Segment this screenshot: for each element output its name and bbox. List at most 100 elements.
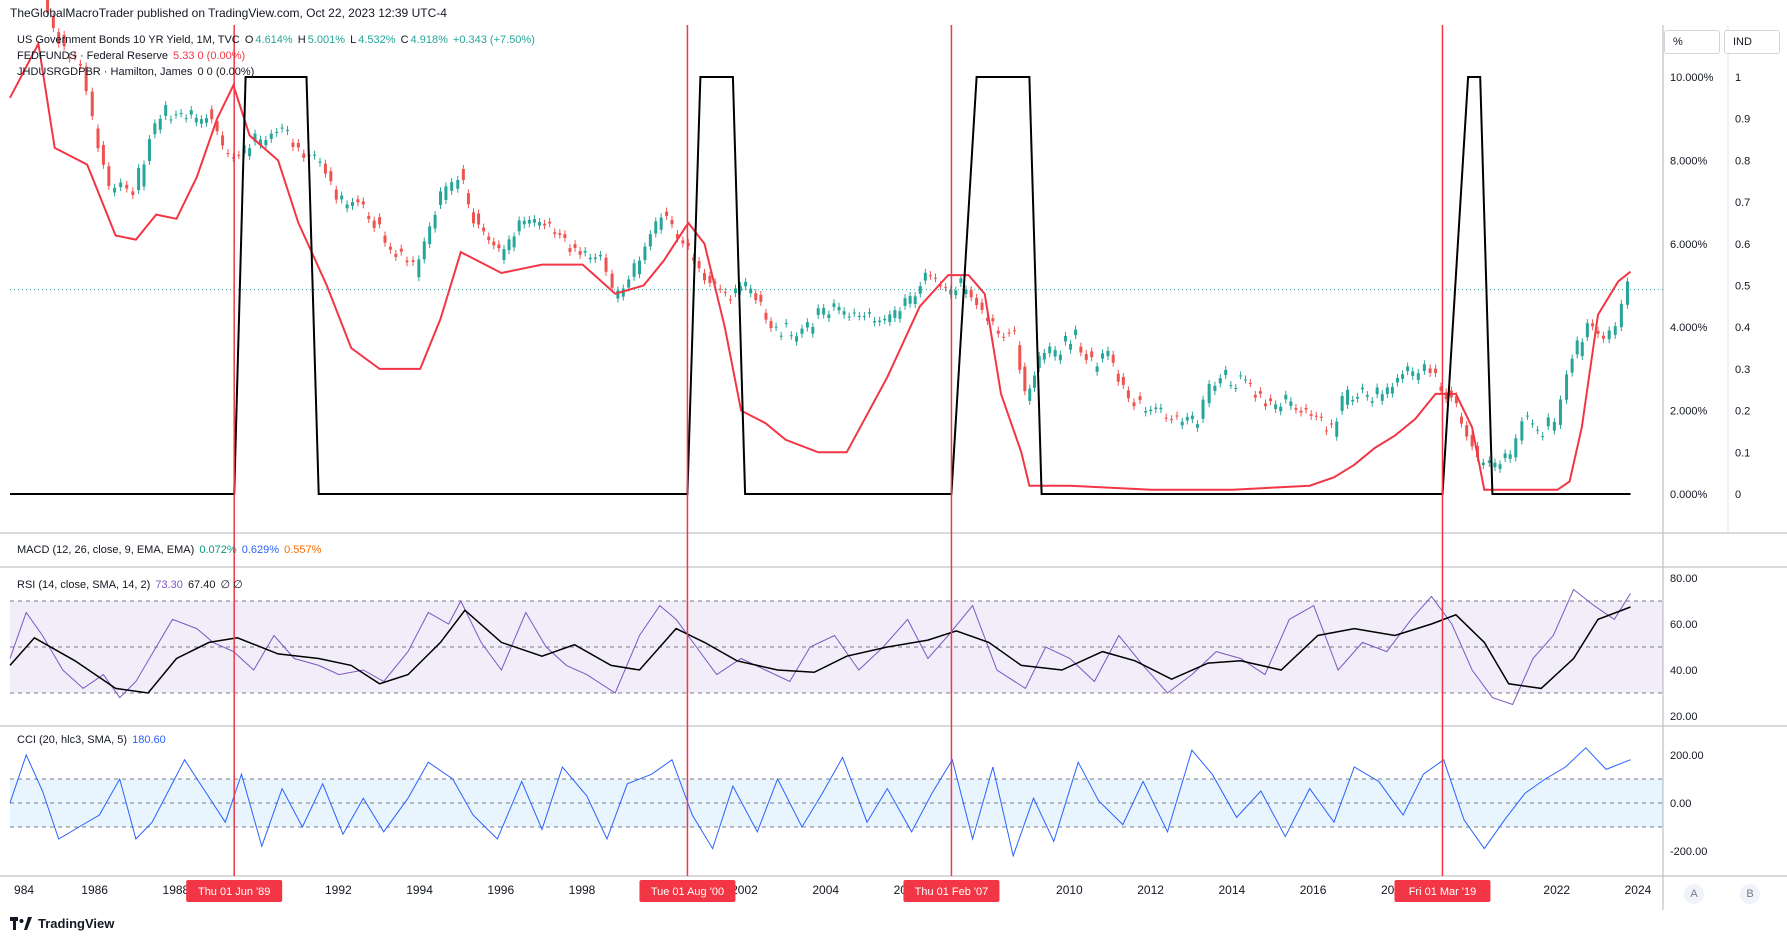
event-marker-flag	[639, 880, 736, 902]
candle-body	[1299, 410, 1303, 413]
ind-axis-label: 0.2	[1735, 406, 1750, 418]
candle-body	[774, 326, 778, 328]
candle-body	[189, 110, 193, 115]
candle-body	[1048, 346, 1052, 354]
auto-scale-button[interactable]: A	[1684, 884, 1704, 904]
candle-body	[522, 220, 526, 225]
candle-body	[827, 314, 831, 318]
candle-body	[351, 202, 355, 206]
candle-body	[73, 54, 77, 57]
candle-body	[852, 312, 856, 314]
candle-body	[1596, 330, 1600, 334]
candle-body	[164, 105, 168, 116]
candle-body	[728, 299, 732, 301]
candle-body	[502, 249, 506, 260]
candle-body	[1058, 354, 1062, 361]
time-axis-label: 1988	[163, 883, 190, 897]
candle-body	[1284, 394, 1288, 400]
candle-body	[411, 260, 415, 262]
candle-body	[784, 323, 788, 325]
legend-macd-v1: 0.072%	[199, 544, 237, 556]
candle-body	[1459, 416, 1463, 424]
candle-body	[1037, 355, 1041, 369]
legend-rsi: RSI (14, close, SMA, 14, 2) 73.30 67.40 …	[17, 578, 245, 591]
legend-main-h-label: H	[297, 34, 306, 46]
candle-body	[648, 234, 652, 247]
candle-body	[313, 154, 317, 156]
rsi-line	[9, 588, 1631, 706]
candle-body	[733, 288, 737, 294]
candle-body	[119, 182, 123, 188]
candle-body	[1625, 281, 1629, 305]
candle-body	[1591, 323, 1595, 327]
candle-body	[1493, 462, 1497, 468]
candle-body	[439, 191, 443, 205]
ind-axis-label: 0.3	[1735, 364, 1750, 376]
candle-body	[1063, 335, 1067, 342]
price-axis-label: 12.000%	[1670, 0, 1714, 1]
candle-body	[878, 320, 882, 323]
candle-body	[923, 272, 927, 281]
event-marker-label: Fri 01 Mar '19	[1409, 886, 1477, 898]
time-axis-label: 2012	[1137, 883, 1164, 897]
candle-body	[1195, 424, 1199, 428]
price-axis-label: 8.000%	[1670, 155, 1708, 167]
candle-body	[405, 260, 409, 263]
candle-body	[275, 131, 279, 133]
tradingview-logo-text: TradingView	[38, 916, 115, 931]
candle-body	[101, 145, 105, 165]
candle-body	[125, 184, 129, 189]
candle-body	[795, 336, 799, 342]
candle-body	[1279, 406, 1283, 412]
candle-body	[1170, 419, 1174, 421]
candle-body	[903, 298, 907, 306]
candle-body	[713, 282, 717, 284]
candle-body	[654, 221, 658, 234]
rsi-axis-label: 20.00	[1670, 711, 1698, 723]
candle-body	[394, 253, 398, 257]
price-axis-label: 0.000%	[1670, 489, 1708, 501]
candle-body	[1258, 391, 1262, 394]
time-axis-label: 2024	[1625, 883, 1652, 897]
candle-body	[527, 219, 531, 224]
candle-body	[1346, 389, 1350, 405]
percent-scale-button[interactable]: %	[1664, 30, 1720, 54]
candle-body	[1079, 346, 1083, 353]
candle-body	[417, 259, 421, 278]
legend-macd-v3: 0.557%	[284, 544, 322, 556]
candle-body	[996, 330, 1000, 334]
b-scale-button[interactable]: B	[1740, 884, 1760, 904]
cci-line	[9, 747, 1631, 858]
candle-body	[1416, 373, 1420, 380]
candle-body	[1201, 399, 1205, 419]
candle-body	[703, 273, 707, 281]
candle-body	[1013, 330, 1017, 332]
candle-body	[184, 118, 188, 120]
candle-body	[1007, 332, 1011, 334]
candle-body	[383, 235, 387, 243]
legend-fed: FEDFUNDS · Federal Reserve 5.33 0 (0.00%…	[17, 50, 247, 62]
legend-rsi-v1: 73.30	[155, 579, 183, 591]
candle-body	[1239, 375, 1243, 377]
candle-body	[604, 257, 608, 272]
candle-body	[1335, 421, 1339, 437]
candle-body	[466, 193, 470, 205]
candle-body	[1032, 375, 1036, 388]
recession-line	[10, 76, 1631, 495]
legend-main-l: 4.532%	[358, 34, 396, 46]
time-axis-label: 2022	[1543, 883, 1570, 897]
candle-body	[1558, 399, 1562, 425]
candle-body	[302, 153, 306, 158]
candle-body	[1607, 330, 1611, 340]
candle-body	[269, 133, 273, 139]
ind-axis-label: 0.1	[1735, 447, 1750, 459]
candle-body	[944, 287, 948, 289]
candle-body	[1314, 415, 1318, 417]
candle-body	[68, 56, 72, 59]
candle-body	[578, 251, 582, 255]
ind-scale-button[interactable]: IND	[1724, 30, 1780, 54]
candle-body	[399, 248, 403, 252]
candle-body	[1365, 395, 1369, 397]
candle-body	[174, 114, 178, 116]
published-header: TheGlobalMacroTrader published on Tradin…	[10, 6, 447, 20]
